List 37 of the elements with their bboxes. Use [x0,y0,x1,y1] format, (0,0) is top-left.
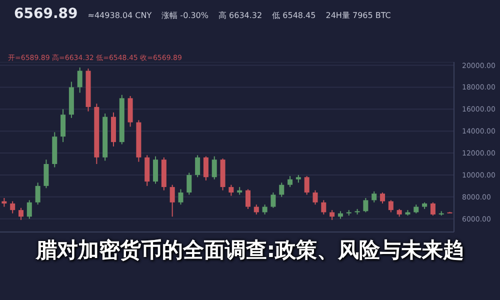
text: 6569.89 [14,6,78,22]
candlestick [330,210,335,220]
text: ≈44938.04 CNY [88,11,152,20]
candlestick [153,156,158,184]
candlestick [18,207,24,220]
candlestick [372,190,377,203]
candlestick [288,176,293,188]
candlestick [170,184,175,218]
candlestick [380,192,386,204]
text: 涨幅 -0.30% [162,10,208,21]
candlestick [254,204,259,215]
text: 24H量 7965 BTC [326,10,391,21]
candlestick [212,156,217,180]
candlestick [203,156,208,181]
candlestick [363,198,368,213]
candlestick [186,172,192,196]
text: 低 6548.45 [272,10,316,21]
candlestick [228,184,234,196]
candlestick [10,200,16,214]
candlestick [312,190,318,206]
candlestick [262,204,268,215]
candlestick [279,182,284,198]
candlestick [178,188,184,206]
candlestick [321,200,326,215]
candlestick [245,188,250,210]
candlestick [430,202,436,216]
candlestick [44,159,49,189]
candlestick [304,176,310,196]
text: 腊对加密货币的全面调查:政策、风险与未来趋 [34,237,466,264]
candlestick [77,66,82,94]
candlestick [195,154,200,178]
candlestick [270,192,276,208]
candlestick [60,108,66,143]
candlestick [388,200,394,213]
candlestick [35,182,40,206]
candlestick [26,200,32,220]
text: 高 6634.32 [218,10,262,21]
